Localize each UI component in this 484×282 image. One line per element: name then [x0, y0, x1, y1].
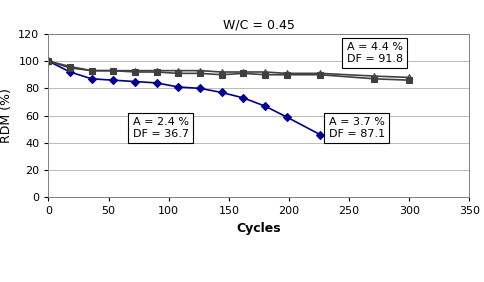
Y-axis label: RDM (%): RDM (%): [0, 88, 13, 143]
Text: A = 2.4 %
DF = 36.7: A = 2.4 % DF = 36.7: [133, 117, 189, 139]
Title: W/C = 0.45: W/C = 0.45: [223, 18, 295, 31]
X-axis label: Cycles: Cycles: [237, 222, 281, 235]
Text: A = 4.4 %
DF = 91.8: A = 4.4 % DF = 91.8: [347, 42, 403, 64]
Text: A = 3.7 %
DF = 87.1: A = 3.7 % DF = 87.1: [329, 117, 385, 139]
